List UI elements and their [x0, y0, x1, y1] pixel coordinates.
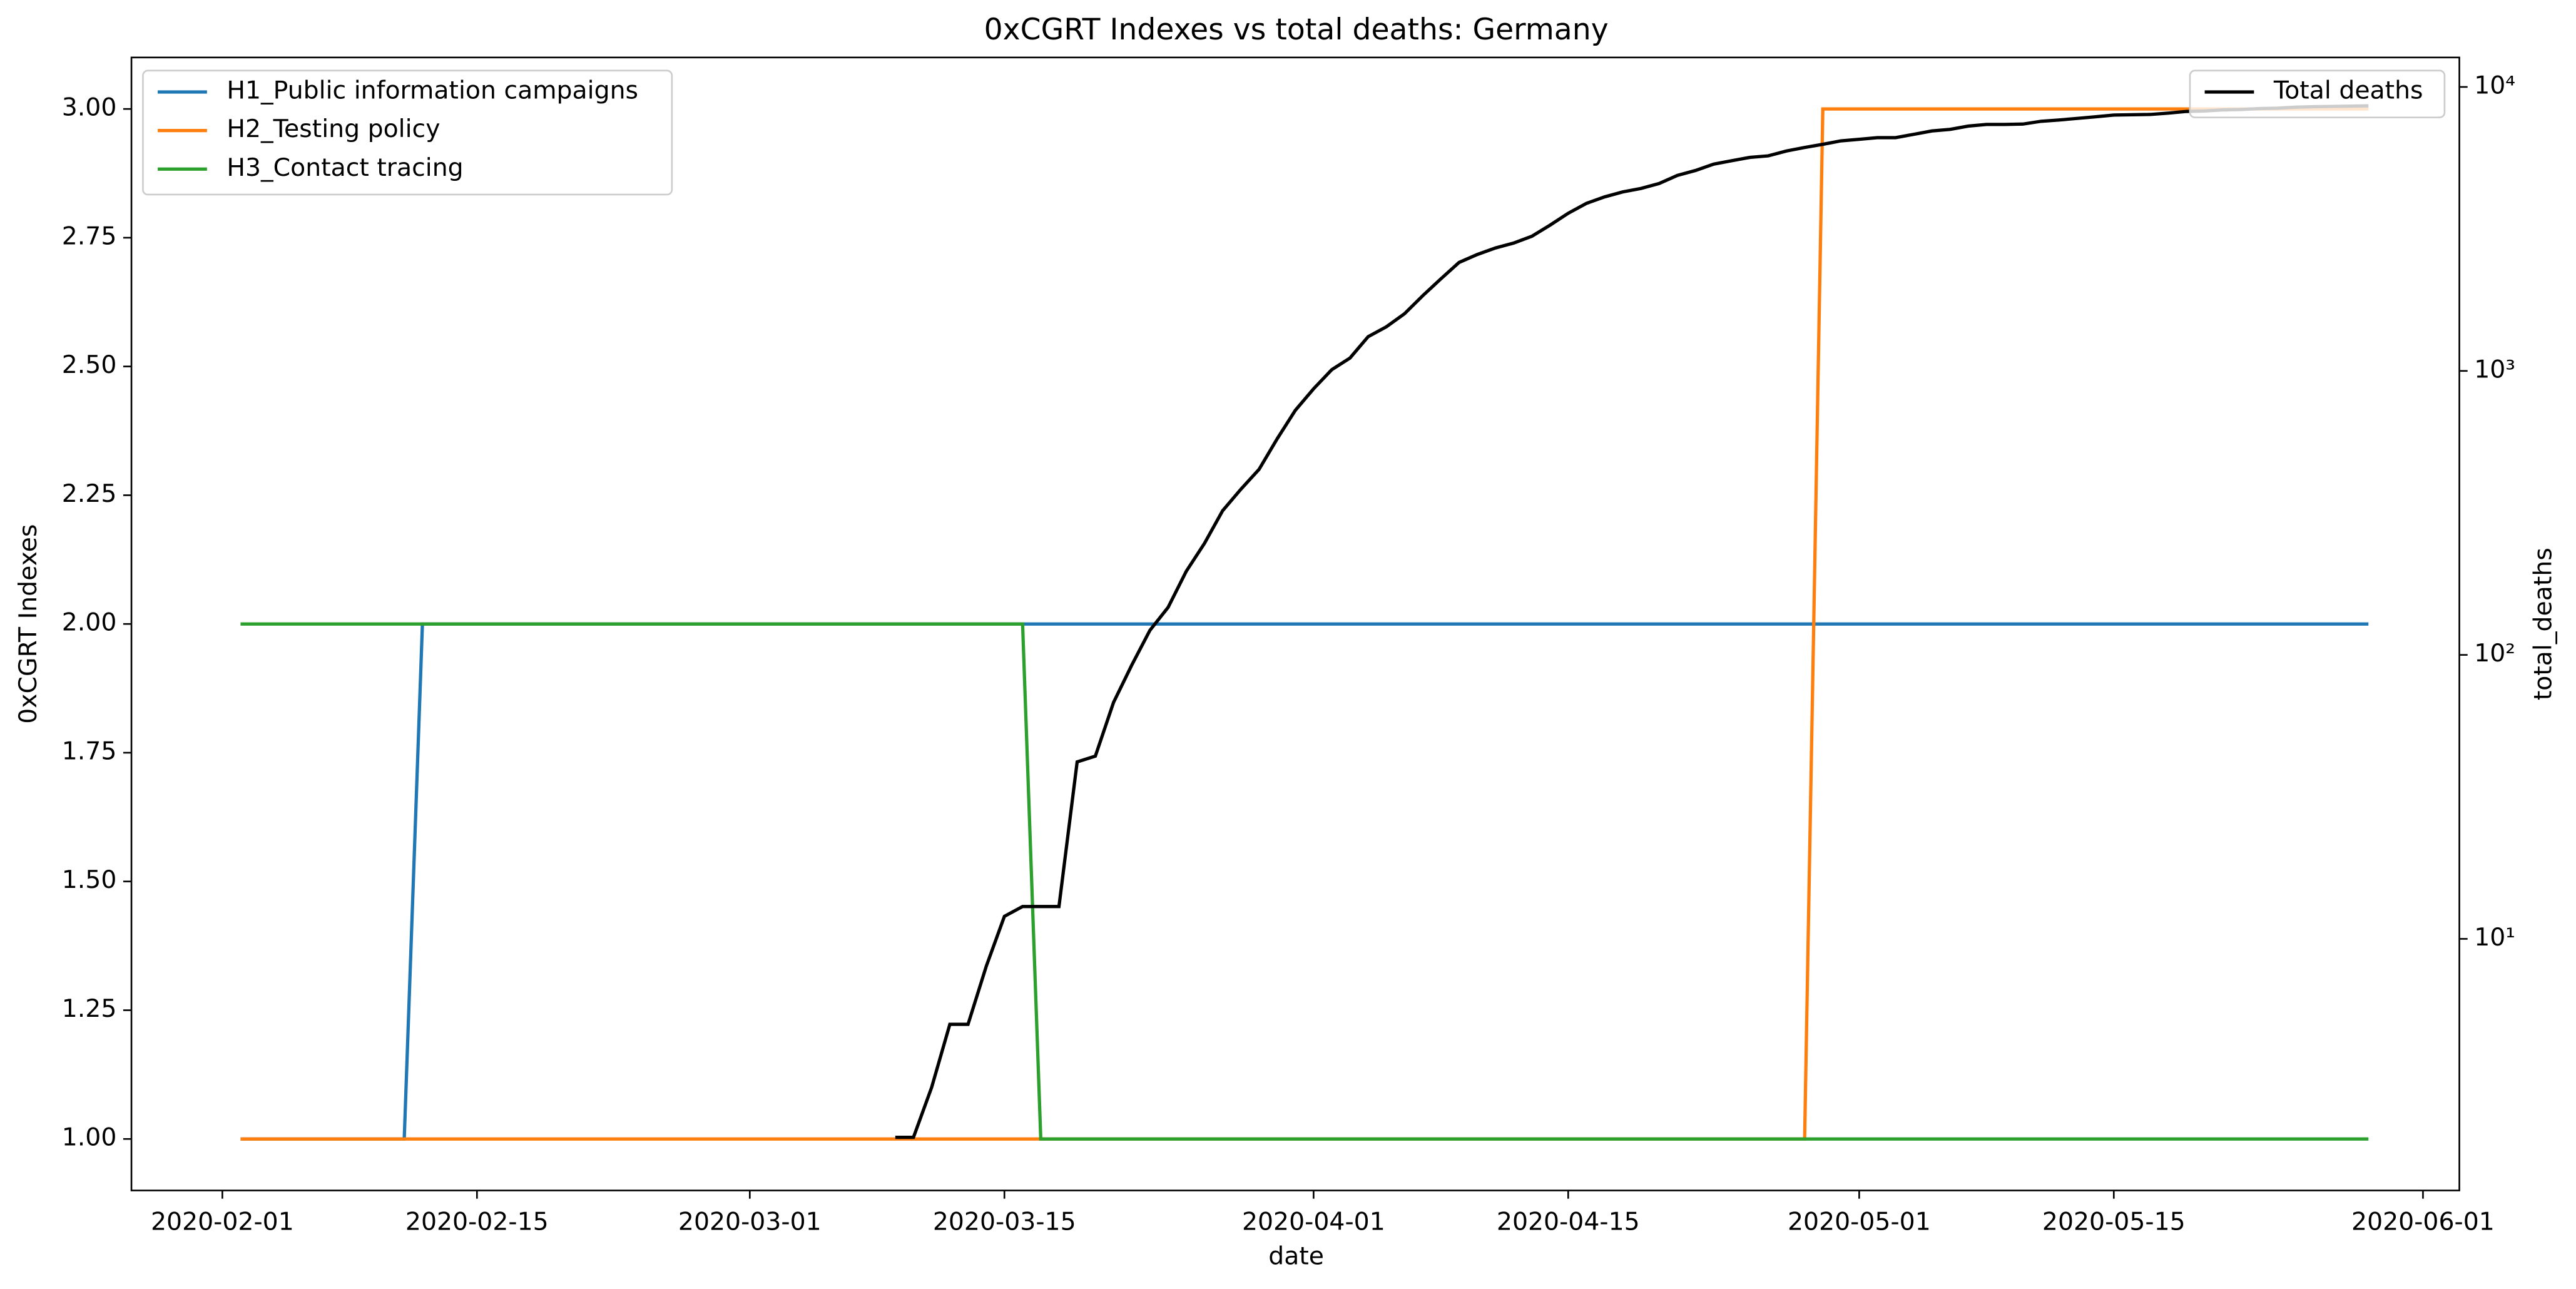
y-tick-label: 2.25	[62, 479, 117, 508]
x-tick-label: 2020-04-15	[1497, 1208, 1640, 1236]
y2-tick-label: 10¹	[2474, 923, 2515, 952]
y2-tick-label: 10⁴	[2474, 71, 2515, 99]
x-tick-label: 2020-02-01	[151, 1208, 294, 1236]
legend-box	[142, 69, 673, 196]
y2-tick-label: 10²	[2474, 639, 2515, 668]
y2-tick-label: 10³	[2474, 355, 2515, 384]
x-tick-label: 2020-06-01	[2351, 1208, 2495, 1236]
plot-area	[240, 104, 2369, 1141]
y-tick-label: 2.75	[62, 222, 117, 250]
x-tick-label: 2020-04-01	[1242, 1208, 1385, 1236]
legend-label: H1_Public information campaigns	[227, 76, 638, 104]
x-axis-label: date	[1268, 1242, 1324, 1271]
y2-axis-label: total_deaths	[2529, 548, 2558, 700]
y-axis-label: 0xCGRT Indexes	[14, 524, 43, 724]
y-tick-label: 2.50	[62, 350, 117, 379]
x-tick-label: 2020-03-01	[678, 1208, 822, 1236]
y-tick-label: 3.00	[62, 93, 117, 122]
y-tick-label: 1.00	[62, 1123, 117, 1152]
x-tick-label: 2020-05-01	[1788, 1208, 1931, 1236]
x-tick-label: 2020-02-15	[405, 1208, 549, 1236]
legend-label: H2_Testing policy	[227, 115, 440, 143]
legend-box	[2189, 69, 2446, 118]
legend-label: Total deaths	[2273, 76, 2423, 104]
chart-title: 0xCGRT Indexes vs total deaths: Germany	[984, 13, 1609, 47]
series-line	[240, 107, 2369, 1141]
y-tick-label: 2.00	[62, 608, 117, 637]
series-line	[240, 622, 2369, 1141]
legend-label: H3_Contact tracing	[227, 153, 463, 182]
y-tick-label: 1.75	[62, 736, 117, 765]
x-tick-label: 2020-03-15	[933, 1208, 1076, 1236]
y-tick-label: 1.50	[62, 865, 117, 894]
x-tick-label: 2020-05-15	[2042, 1208, 2186, 1236]
series-line	[895, 104, 2369, 1139]
y-tick-label: 1.25	[62, 994, 117, 1023]
